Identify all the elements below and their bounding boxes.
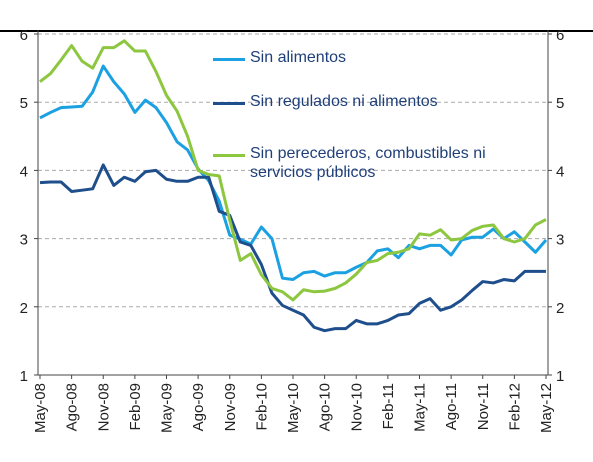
x-tick-label: Nov-10: [348, 383, 365, 431]
x-tick-label: Feb-11: [380, 383, 397, 429]
x-tick-label: Ago-08: [64, 383, 81, 431]
y2-tick-label: 6: [556, 27, 564, 44]
x-tick-label: Nov-08: [95, 383, 112, 431]
y-tick-label: 6: [20, 27, 28, 44]
x-tick-label: May-11: [412, 383, 429, 432]
series-line: [39, 163, 546, 333]
y2-tick-label: 3: [556, 232, 564, 249]
x-tick-label: Ago-09: [190, 383, 207, 431]
y2-tick-label: 4: [556, 163, 564, 180]
y2-tick-label: 1: [556, 368, 564, 385]
x-tick-label: Feb-10: [253, 383, 270, 431]
x-tick-label: Ago-10: [317, 383, 334, 431]
legend-label: Sin alimentos: [250, 49, 347, 66]
legend-label: Sin regulados ni alimentos: [250, 93, 438, 110]
x-tick-label: Feb-09: [127, 383, 144, 431]
x-tick-label: May-12: [538, 383, 555, 433]
x-tick-label: May-09: [159, 383, 176, 433]
y2-tick-label: 2: [556, 300, 564, 317]
y-tick-label: 5: [20, 95, 28, 112]
legend-label: Sin perecederos, combustibles ni servici…: [250, 145, 486, 181]
x-tick-label: Ago-11: [443, 383, 460, 430]
x-tick-label: Nov-09: [222, 383, 239, 431]
x-tick-label: May-08: [32, 383, 49, 433]
x-tick-label: Nov-11: [475, 383, 492, 430]
legend-swatch: [213, 102, 245, 105]
legend-swatch: [213, 154, 245, 157]
y-tick-label: 3: [20, 232, 28, 249]
y-tick-label: 1: [20, 368, 28, 385]
y2-tick-label: 5: [556, 95, 564, 112]
series-line: [39, 39, 547, 302]
x-tick-label: May-10: [285, 383, 302, 433]
x-tick-label: Feb-12: [506, 383, 523, 431]
legend-swatch: [213, 58, 245, 61]
y-tick-label: 4: [20, 163, 28, 180]
y-tick-label: 2: [20, 300, 28, 317]
